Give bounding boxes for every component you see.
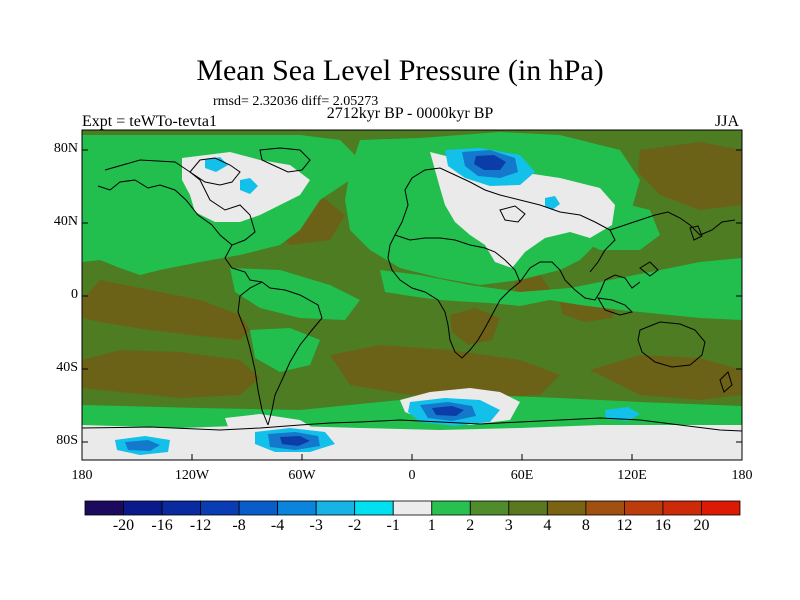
chart-title: Mean Sea Level Pressure (in hPa)	[196, 54, 604, 87]
lon-label-0: 0	[408, 468, 416, 483]
colorbar-label: -2	[348, 517, 362, 534]
colorbar-label: 12	[616, 517, 633, 534]
experiment-label: Expt = teWTo-tevta1	[82, 113, 217, 130]
colorbar-swatch	[315, 500, 356, 516]
time-slice-subtitle: 2712kyr BP - 0000kyr BP	[326, 105, 494, 122]
colorbar-swatch	[662, 500, 702, 516]
colorbar-swatch	[431, 500, 471, 516]
colorbar-swatch	[84, 500, 124, 516]
coastlines	[82, 147, 742, 432]
colorbar-swatch	[624, 500, 664, 516]
colorbar-label: 4	[543, 517, 552, 534]
lon-label-60w: 60W	[288, 468, 316, 483]
rmsd-diff-stats: rmsd= 2.32036 diff= 2.05273	[213, 94, 379, 109]
colorbar-label: -12	[189, 517, 212, 534]
colorbar-label: 2	[466, 517, 475, 534]
colorbar-label: 3	[504, 517, 513, 534]
colorbar-swatch	[200, 500, 240, 516]
colorbar	[84, 500, 741, 516]
lat-label-80s: 80S	[56, 433, 78, 448]
lat-label-40n: 40N	[53, 214, 78, 229]
lon-label-120e: 120E	[617, 468, 647, 483]
axis-ticks	[82, 149, 742, 460]
colorbar-label: -8	[232, 517, 246, 534]
lat-label-0: 0	[71, 287, 78, 302]
colorbar-label: 8	[581, 517, 590, 534]
colorbar-label: -20	[112, 517, 135, 534]
colorbar-label: -4	[270, 517, 285, 534]
colorbar-swatch	[161, 500, 201, 516]
colorbar-label: 16	[654, 517, 671, 534]
lon-label-60e: 60E	[510, 468, 534, 483]
lat-label-80n: 80N	[53, 141, 78, 156]
lat-label-40s: 40S	[56, 360, 78, 375]
colorbar-label: -16	[151, 517, 173, 534]
colorbar-swatch	[354, 500, 394, 516]
colorbar-swatch	[546, 500, 587, 516]
colorbar-swatch	[123, 500, 163, 516]
colorbar-swatch	[469, 500, 510, 516]
colorbar-label: -1	[386, 517, 400, 534]
colorbar-swatch	[585, 500, 625, 516]
colorbar-swatch	[277, 500, 317, 516]
map-field	[82, 130, 742, 460]
lon-label-120w: 120W	[174, 468, 210, 483]
colorbar-label: 1	[427, 517, 436, 534]
colorbar-label: -3	[309, 517, 323, 534]
colorbar-label: 20	[693, 517, 710, 534]
colorbar-swatch	[392, 500, 433, 516]
colorbar-swatch	[508, 500, 548, 516]
deep-blue-regions	[280, 155, 506, 446]
season-label: JJA	[715, 113, 740, 130]
lon-label-180w: 180	[71, 468, 93, 483]
colorbar-swatch	[238, 500, 279, 516]
lon-label-180e: 180	[731, 468, 753, 483]
colorbar-swatch	[701, 500, 741, 516]
